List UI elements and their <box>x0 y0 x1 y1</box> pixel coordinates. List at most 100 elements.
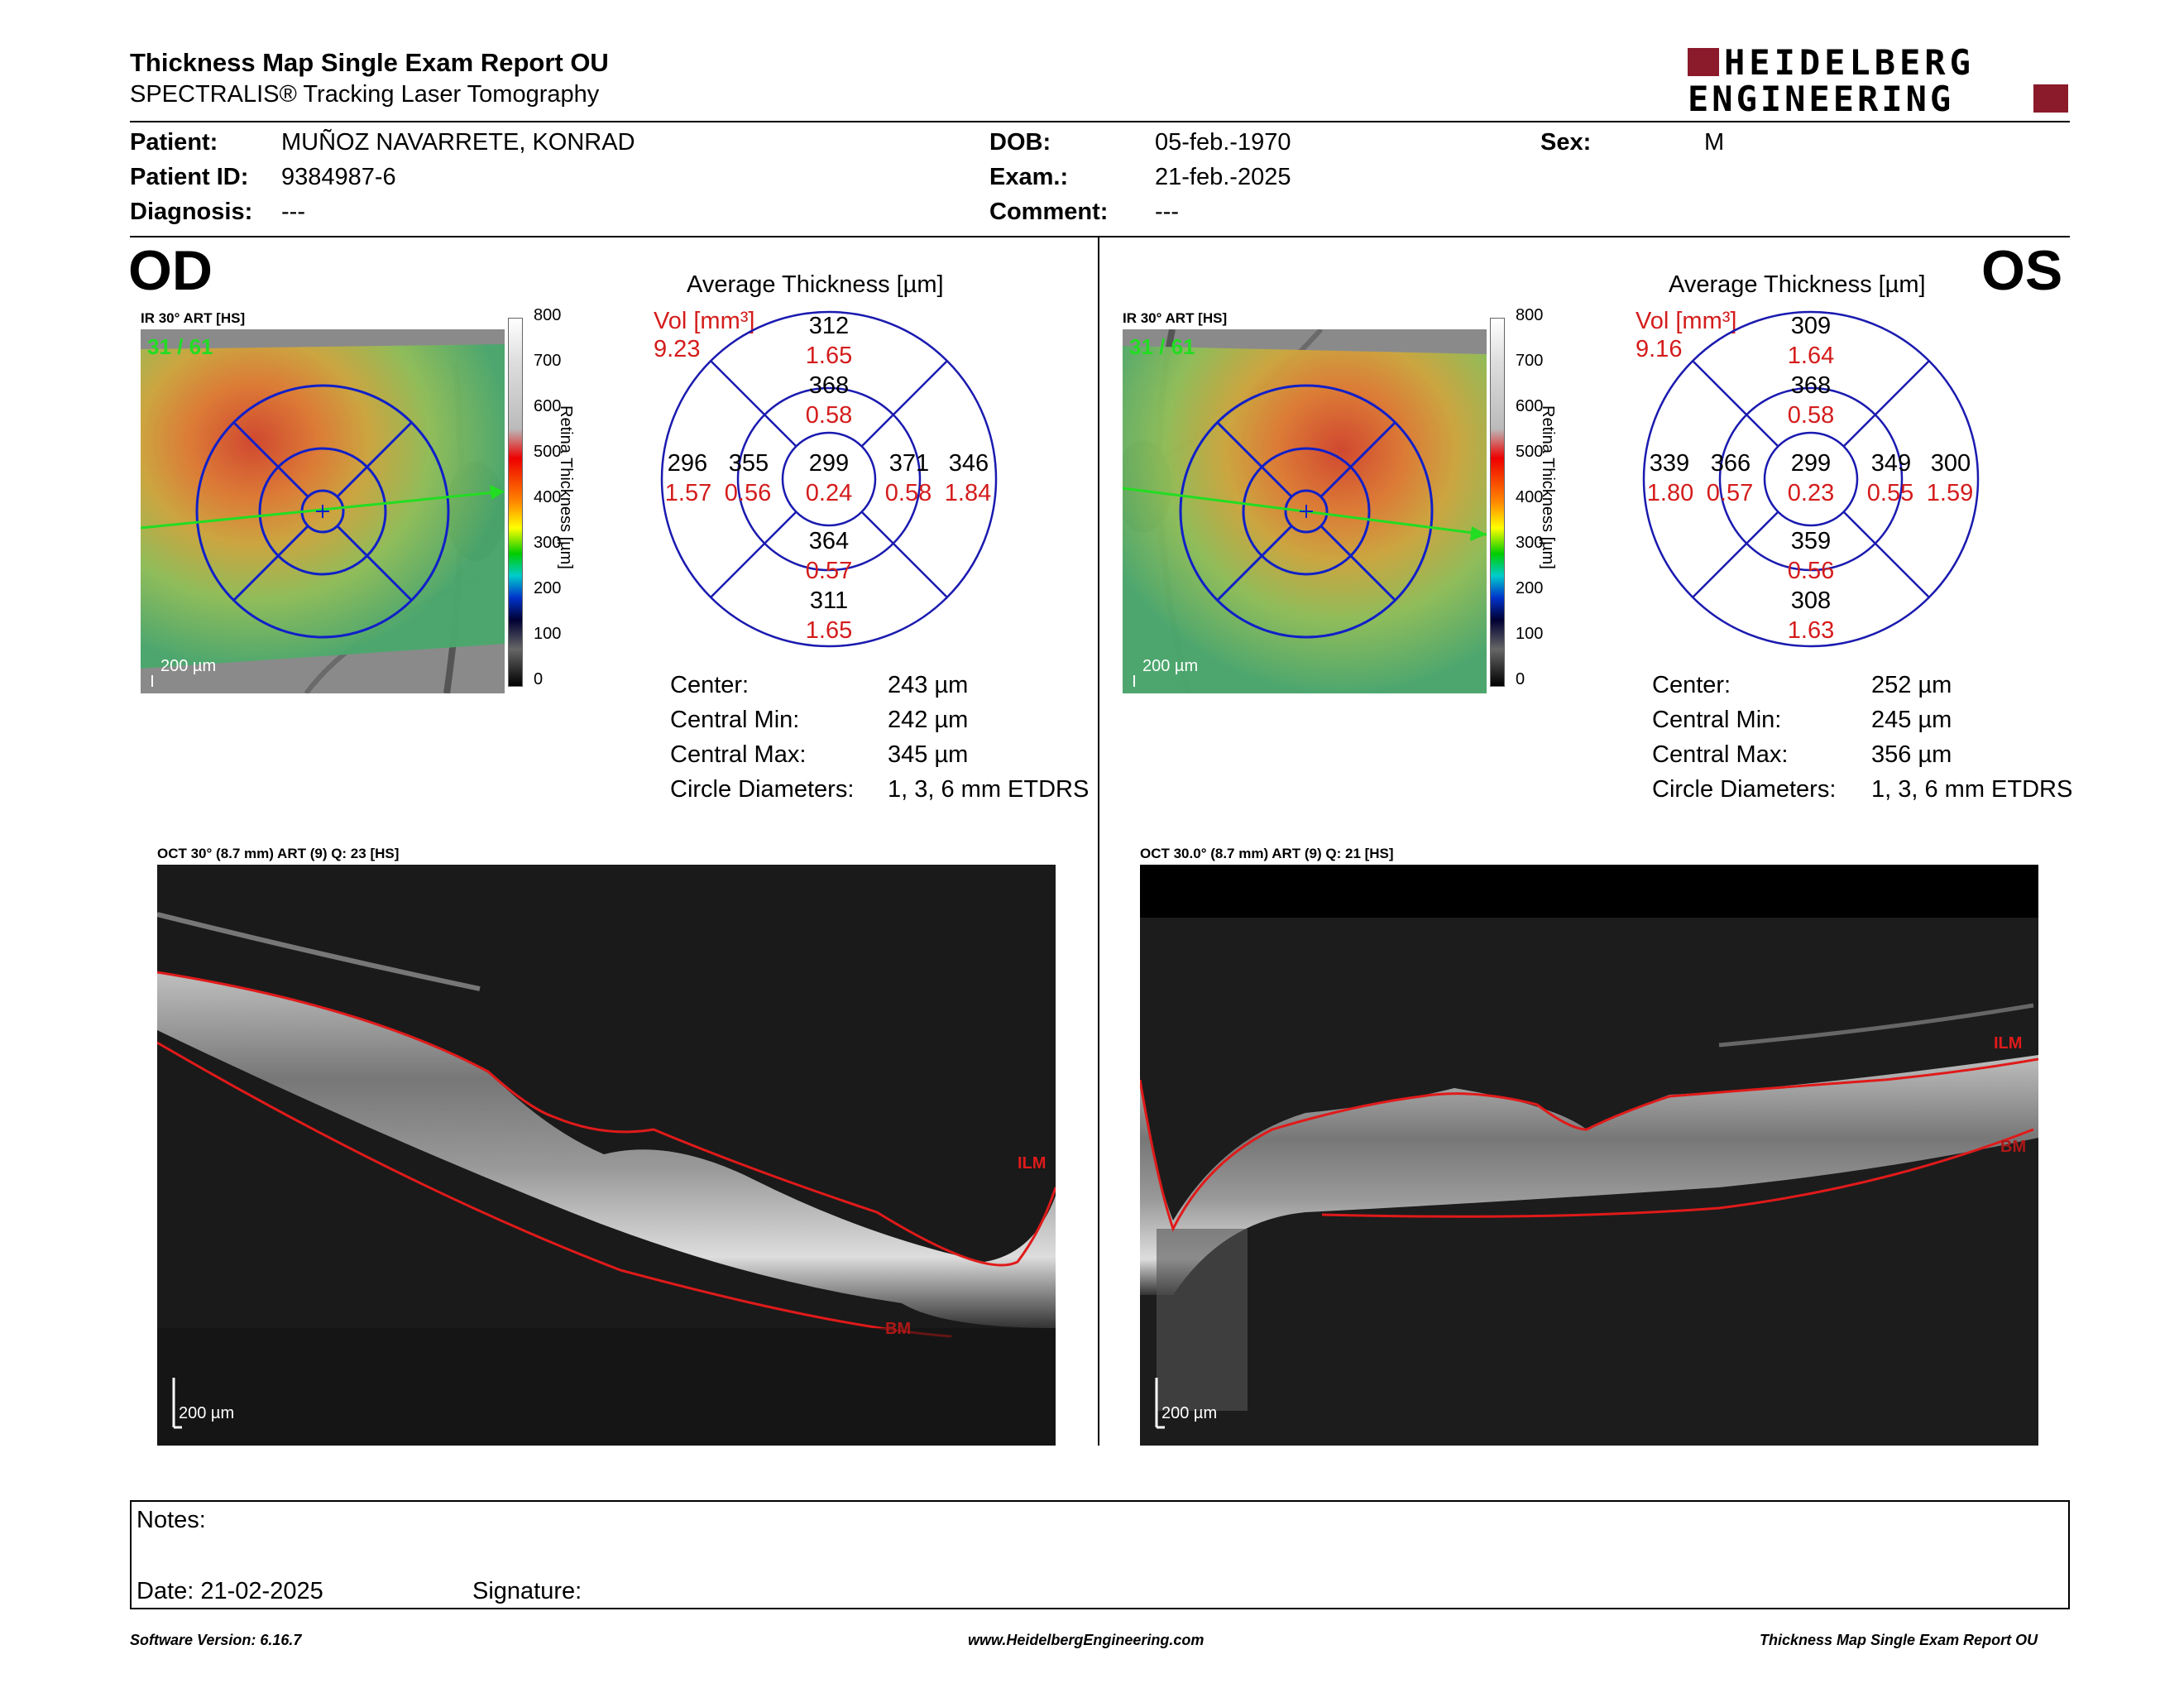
report-subtitle: SPECTRALIS® Tracking Laser Tomography <box>130 81 600 108</box>
od-outer-sup-thickness: 312 <box>808 313 850 339</box>
date-label: Date: 21-02-2025 <box>136 1578 323 1604</box>
os-min-value: 245 µm <box>1871 707 1952 733</box>
os-inner-inf-vol: 0.56 <box>1787 558 1835 584</box>
footer-report-name: Thickness Map Single Exam Report OU <box>1760 1632 2038 1648</box>
os-center-thickness: 299 <box>1790 450 1832 477</box>
os-oct-scale: 200 µm <box>1161 1404 1218 1422</box>
od-outer-inf-thickness: 311 <box>809 587 849 614</box>
od-max-label: Central Max: <box>670 741 807 768</box>
od-oct-bscan: ILM BM 200 µm <box>156 865 1057 1446</box>
od-colorbar <box>508 318 523 687</box>
od-center-vol: 0.24 <box>805 480 853 506</box>
os-inner-nas-thickness: 349 <box>1870 450 1912 477</box>
od-inner-inf-vol: 0.57 <box>805 558 853 584</box>
os-max-value: 356 µm <box>1871 741 1952 768</box>
logo-line1: HEIDELBERG <box>1724 42 1975 83</box>
os-colorbar-label: Retina Thickness [µm] <box>1539 405 1557 569</box>
od-min-label: Central Min: <box>670 707 800 733</box>
os-ir-label: IR 30° ART [HS] <box>1123 310 1228 326</box>
os-inner-temp-vol: 0.57 <box>1706 480 1754 506</box>
os-outer-temp-vol: 1.80 <box>1646 480 1694 506</box>
os-inner-nas-vol: 0.55 <box>1866 480 1914 506</box>
od-oct-label: OCT 30° (8.7 mm) ART (9) Q: 23 [HS] <box>157 846 400 861</box>
sex-value: M <box>1704 129 1725 156</box>
od-center-thickness: 299 <box>808 450 850 477</box>
od-diam-label: Circle Diameters: <box>670 776 855 803</box>
od-inner-sup-thickness: 368 <box>808 372 850 399</box>
od-inner-inf-thickness: 364 <box>808 528 850 554</box>
comment-label: Comment: <box>989 199 1109 225</box>
notes-box[interactable]: Notes: Date: 21-02-2025 Signature: <box>130 1500 2070 1609</box>
os-inner-temp-thickness: 366 <box>1710 450 1751 477</box>
od-colorbar-ticks: 800 700 600 500 400 300 200 100 0 <box>534 306 562 688</box>
od-diam-value: 1, 3, 6 mm ETDRS <box>888 776 1090 803</box>
od-vol-label: Vol [mm³] <box>654 308 755 334</box>
patient-label: Patient: <box>130 129 218 156</box>
od-outer-temp-vol: 1.57 <box>664 480 712 506</box>
od-inner-temp-vol: 0.56 <box>724 480 772 506</box>
os-thickness-map: 31 / 61 200 µm <box>1115 327 1487 694</box>
os-bm-label: BM <box>2000 1138 2027 1156</box>
os-diam-label: Circle Diameters: <box>1652 776 1837 803</box>
os-map-scale: 200 µm <box>1142 657 1199 675</box>
od-max-value: 345 µm <box>888 741 969 768</box>
diagnosis-value: --- <box>281 199 305 225</box>
od-map-scale: 200 µm <box>160 657 217 675</box>
os-outer-inf-thickness: 308 <box>1790 587 1832 614</box>
patient-id-label: Patient ID: <box>130 164 249 190</box>
od-ir-label: IR 30° ART [HS] <box>141 310 246 326</box>
od-eye-label: OD <box>128 239 213 302</box>
footer-software-version: Software Version: 6.16.7 <box>130 1632 302 1648</box>
exam-label: Exam.: <box>989 164 1069 190</box>
os-outer-sup-vol: 1.64 <box>1787 343 1835 369</box>
dob-label: DOB: <box>989 129 1051 156</box>
notes-label: Notes: <box>136 1507 206 1533</box>
od-outer-temp-thickness: 296 <box>667 450 708 477</box>
os-outer-inf-vol: 1.63 <box>1787 617 1835 644</box>
os-max-label: Central Max: <box>1652 741 1789 768</box>
os-frame-counter: 31 / 61 <box>1129 334 1195 359</box>
os-outer-temp-thickness: 339 <box>1649 450 1690 477</box>
os-colorbar-ticks: 800 700 600 500 400 300 200 100 0 <box>1516 306 1544 688</box>
footer-website-link[interactable]: www.HeidelbergEngineering.com <box>968 1632 1205 1648</box>
od-bm-label: BM <box>885 1320 912 1338</box>
od-center-value: 243 µm <box>888 672 969 698</box>
od-avg-title: Average Thickness [µm] <box>687 271 944 298</box>
os-center-value: 252 µm <box>1871 672 1952 698</box>
os-eye-label: OS <box>1981 239 2063 302</box>
os-inner-sup-vol: 0.58 <box>1787 402 1835 429</box>
os-oct-bscan: ILM BM 200 µm <box>1138 865 2039 1446</box>
os-etdrs-grid: 309 1.64 368 0.58 299 0.23 359 0.56 308 … <box>1641 309 1980 649</box>
od-ilm-label: ILM <box>1018 1154 1046 1172</box>
os-diam-value: 1, 3, 6 mm ETDRS <box>1871 776 2073 803</box>
os-outer-nas-vol: 1.59 <box>1926 480 1974 506</box>
od-oct-scale: 200 µm <box>179 1404 235 1422</box>
signature-label: Signature: <box>472 1578 582 1604</box>
comment-value: --- <box>1155 199 1179 225</box>
od-etdrs-grid: 312 1.65 368 0.58 299 0.24 364 0.57 311 … <box>659 309 999 649</box>
os-colorbar <box>1490 318 1505 687</box>
os-min-label: Central Min: <box>1652 707 1782 733</box>
os-avg-title: Average Thickness [µm] <box>1669 271 1926 298</box>
os-inner-sup-thickness: 368 <box>1790 372 1832 399</box>
os-vol-label: Vol [mm³] <box>1636 308 1737 334</box>
patient-id-value: 9384987-6 <box>281 164 396 190</box>
sex-label: Sex: <box>1540 129 1592 156</box>
od-inner-temp-thickness: 355 <box>728 450 769 477</box>
logo-line2: ENGINEERING <box>1688 79 1955 119</box>
od-inner-sup-vol: 0.58 <box>805 402 853 429</box>
od-frame-counter: 31 / 61 <box>147 334 213 359</box>
center-divider <box>1098 237 1099 1446</box>
os-center-label: Center: <box>1652 672 1731 698</box>
od-outer-inf-vol: 1.65 <box>805 617 853 644</box>
os-center-vol: 0.23 <box>1787 480 1835 506</box>
os-ilm-label: ILM <box>1994 1034 2023 1053</box>
od-outer-nas-thickness: 346 <box>948 450 989 477</box>
heidelberg-logo: HEIDELBERG ENGINEERING <box>1688 45 2068 117</box>
od-colorbar-label: Retina Thickness [µm] <box>557 405 575 569</box>
patient-name: MUÑOZ NAVARRETE, KONRAD <box>281 129 635 156</box>
report-title: Thickness Map Single Exam Report OU <box>130 48 609 77</box>
od-outer-sup-vol: 1.65 <box>805 343 853 369</box>
exam-value: 21-feb.-2025 <box>1155 164 1291 190</box>
dob-value: 05-feb.-1970 <box>1155 129 1291 156</box>
